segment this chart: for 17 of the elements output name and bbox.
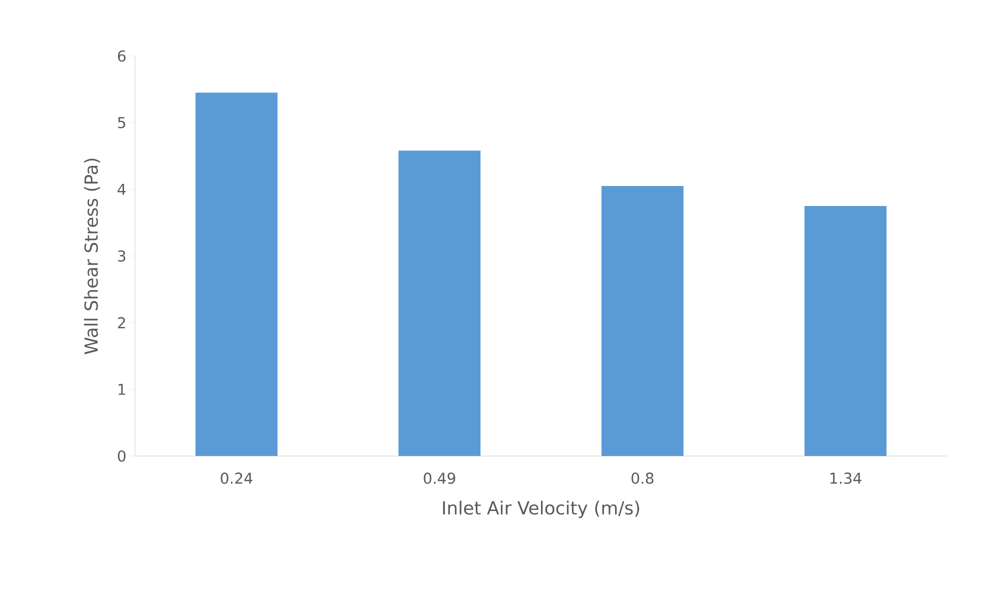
y-tick-label: 2 bbox=[118, 317, 125, 328]
x-tick-label: 1.34 bbox=[830, 472, 862, 484]
y-axis-title: Wall Shear Stress (Pa) bbox=[84, 158, 100, 354]
y-tick-label: 4 bbox=[118, 184, 126, 195]
y-tick-label: 3 bbox=[118, 250, 126, 262]
x-axis-title: Inlet Air Velocity (m/s) bbox=[443, 500, 640, 518]
bar bbox=[196, 92, 278, 456]
y-tick-label: 0 bbox=[118, 450, 126, 462]
x-tick-label: 0.24 bbox=[220, 472, 252, 484]
bar bbox=[804, 206, 887, 456]
y-tick-label: 1 bbox=[118, 384, 126, 395]
bar bbox=[398, 150, 481, 456]
bar bbox=[602, 186, 684, 456]
y-tick-label: 5 bbox=[118, 117, 126, 128]
x-tick-label: 0.49 bbox=[424, 472, 456, 484]
y-tick-label: 6 bbox=[118, 50, 126, 62]
x-tick-label: 0.8 bbox=[632, 472, 654, 484]
